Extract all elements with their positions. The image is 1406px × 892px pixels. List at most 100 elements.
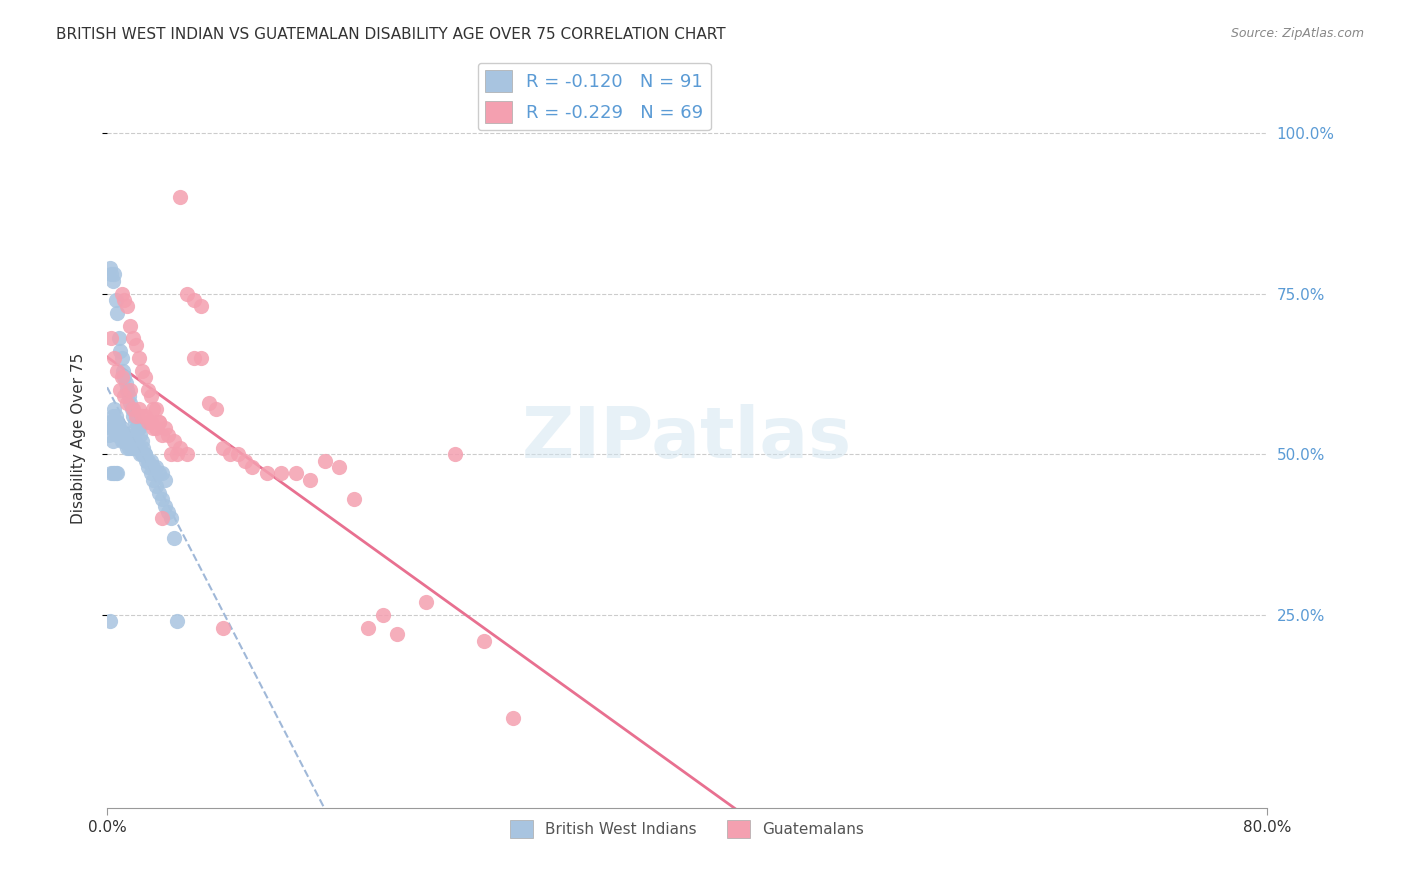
Point bbox=[103, 467, 125, 481]
Point bbox=[142, 421, 165, 435]
Point bbox=[148, 467, 170, 481]
Point bbox=[284, 467, 307, 481]
Point bbox=[212, 621, 235, 635]
Point bbox=[104, 421, 127, 435]
Point bbox=[110, 428, 132, 442]
Point bbox=[111, 364, 134, 378]
Point bbox=[134, 447, 156, 461]
Point bbox=[100, 467, 122, 481]
Point bbox=[122, 434, 145, 449]
Point bbox=[108, 383, 131, 397]
Point bbox=[385, 627, 408, 641]
Point bbox=[101, 434, 124, 449]
Point bbox=[131, 447, 153, 461]
Point bbox=[145, 421, 167, 435]
Point bbox=[114, 293, 136, 307]
Point bbox=[128, 421, 150, 435]
Point bbox=[139, 467, 162, 481]
Point bbox=[156, 428, 179, 442]
Point bbox=[357, 621, 380, 635]
Point bbox=[136, 415, 159, 429]
Point bbox=[169, 441, 191, 455]
Point bbox=[131, 364, 153, 378]
Point bbox=[145, 460, 167, 475]
Point bbox=[117, 441, 139, 455]
Point bbox=[101, 274, 124, 288]
Y-axis label: Disability Age Over 75: Disability Age Over 75 bbox=[72, 352, 86, 524]
Point bbox=[122, 402, 145, 417]
Point bbox=[197, 396, 219, 410]
Point bbox=[156, 505, 179, 519]
Point bbox=[118, 434, 141, 449]
Point bbox=[120, 396, 142, 410]
Point bbox=[142, 473, 165, 487]
Point bbox=[120, 383, 142, 397]
Point bbox=[183, 351, 205, 365]
Point bbox=[125, 441, 148, 455]
Point bbox=[150, 428, 173, 442]
Point bbox=[204, 402, 226, 417]
Point bbox=[145, 479, 167, 493]
Point bbox=[98, 415, 121, 429]
Point bbox=[120, 434, 142, 449]
Point bbox=[233, 453, 256, 467]
Point bbox=[105, 415, 128, 429]
Point bbox=[148, 485, 170, 500]
Point bbox=[117, 383, 139, 397]
Point bbox=[148, 415, 170, 429]
Point bbox=[107, 331, 129, 345]
Point bbox=[226, 447, 249, 461]
Point bbox=[128, 351, 150, 365]
Point bbox=[105, 467, 128, 481]
Point bbox=[134, 447, 156, 461]
Point bbox=[97, 428, 120, 442]
Point bbox=[183, 293, 205, 307]
Point bbox=[108, 428, 131, 442]
Point bbox=[132, 441, 155, 455]
Point bbox=[124, 434, 146, 449]
Point bbox=[121, 402, 143, 417]
Point bbox=[98, 260, 121, 275]
Point bbox=[118, 441, 141, 455]
Point bbox=[163, 434, 186, 449]
Point bbox=[115, 428, 138, 442]
Point bbox=[472, 633, 495, 648]
Point bbox=[153, 499, 176, 513]
Point bbox=[111, 428, 134, 442]
Point bbox=[125, 421, 148, 435]
Point bbox=[136, 460, 159, 475]
Point bbox=[105, 428, 128, 442]
Point bbox=[107, 421, 129, 435]
Point bbox=[100, 267, 122, 281]
Point bbox=[127, 421, 149, 435]
Point bbox=[132, 447, 155, 461]
Point bbox=[100, 421, 122, 435]
Point bbox=[148, 415, 170, 429]
Point bbox=[139, 389, 162, 403]
Point bbox=[105, 364, 128, 378]
Text: ZIPatlas: ZIPatlas bbox=[522, 404, 852, 473]
Point bbox=[122, 331, 145, 345]
Point bbox=[176, 286, 198, 301]
Point bbox=[120, 434, 142, 449]
Point bbox=[103, 351, 125, 365]
Point bbox=[117, 396, 139, 410]
Point bbox=[117, 299, 139, 313]
Point bbox=[104, 409, 127, 423]
Point bbox=[121, 441, 143, 455]
Point bbox=[129, 428, 152, 442]
Point bbox=[110, 286, 132, 301]
Point bbox=[444, 447, 467, 461]
Point bbox=[153, 473, 176, 487]
Point bbox=[139, 415, 162, 429]
Point bbox=[115, 434, 138, 449]
Point bbox=[150, 511, 173, 525]
Point bbox=[219, 447, 242, 461]
Point bbox=[142, 460, 165, 475]
Point bbox=[122, 409, 145, 423]
Point bbox=[160, 511, 183, 525]
Point bbox=[107, 421, 129, 435]
Point bbox=[100, 331, 122, 345]
Text: BRITISH WEST INDIAN VS GUATEMALAN DISABILITY AGE OVER 75 CORRELATION CHART: BRITISH WEST INDIAN VS GUATEMALAN DISABI… bbox=[56, 27, 725, 42]
Point bbox=[502, 711, 524, 725]
